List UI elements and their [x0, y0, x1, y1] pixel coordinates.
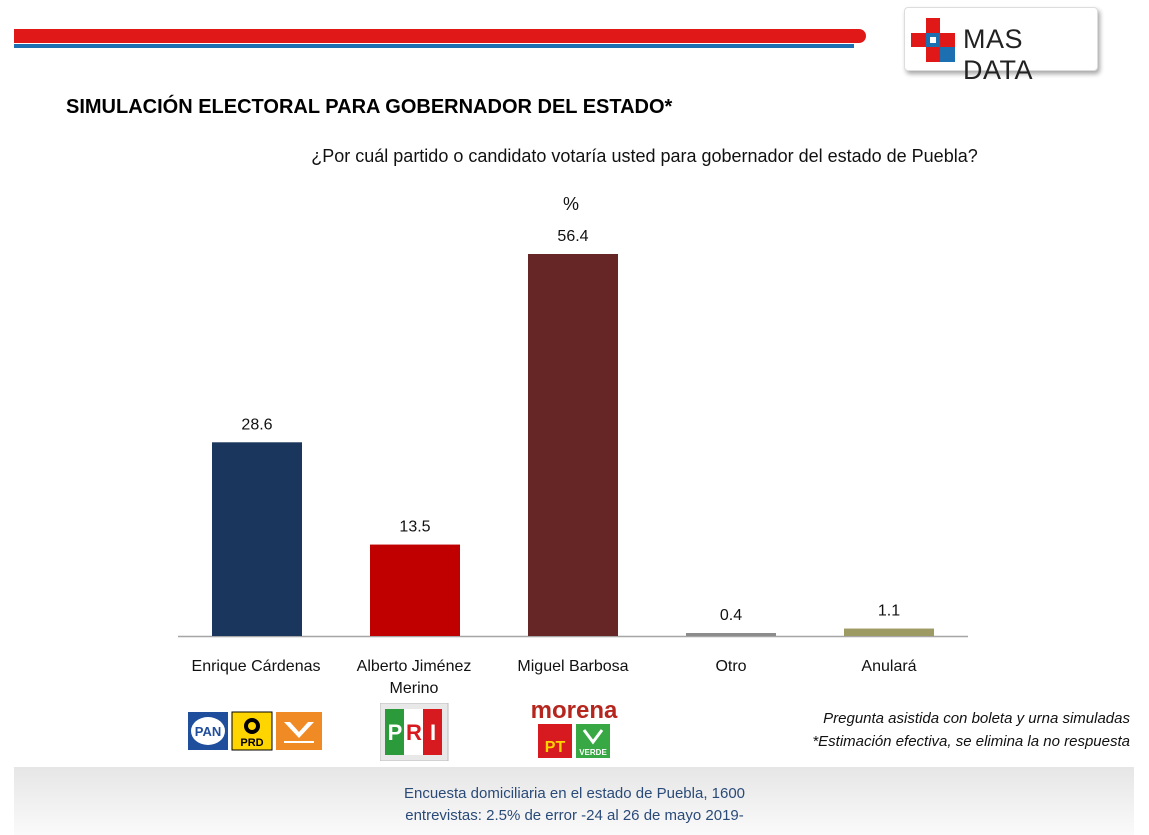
pan-prd-mc-logos: PAN PRD	[188, 711, 322, 751]
brand-name: MAS DATA	[963, 24, 1034, 85]
prd-logo: PRD	[231, 711, 273, 751]
pan-logo-text: PAN	[195, 724, 221, 739]
category-label-anulara: Anulará	[861, 658, 917, 675]
note-line-1: Pregunta asistida con boleta y urna simu…	[823, 710, 1130, 727]
pt-logo: PT	[538, 724, 572, 758]
bar-chart: 28.6 13.5 56.4 0.4 1.1	[178, 228, 968, 638]
pan-logo: PAN	[188, 712, 228, 750]
morena-logo: morena	[531, 697, 618, 724]
note-line-2: *Estimación efectiva, se elimina la no r…	[812, 733, 1130, 750]
category-label-jimenez-line2: Merino	[389, 680, 439, 697]
page-title: SIMULACIÓN ELECTORAL PARA GOBERNADOR DEL…	[66, 96, 673, 118]
pri-logo-letter-r: R	[406, 720, 422, 745]
category-label-barbosa: Miguel Barbosa	[517, 658, 629, 675]
pri-logo: P R I	[380, 703, 449, 761]
data-label-1: 13.5	[399, 519, 430, 536]
category-label-otro: Otro	[715, 658, 747, 675]
pri-logo-letter-p: P	[388, 720, 403, 745]
category-label-cardenas: Enrique Cárdenas	[191, 658, 321, 675]
footer-band	[14, 767, 1134, 835]
bar-0	[212, 442, 302, 636]
bar-1	[370, 544, 460, 636]
data-label-3: 0.4	[720, 607, 742, 624]
category-label-jimenez: Alberto Jiménez Merino	[344, 656, 484, 700]
header-red-stripe	[14, 29, 866, 43]
unit-label: %	[563, 194, 580, 214]
verde-logo-text: VERDE	[579, 748, 607, 757]
data-label-4: 1.1	[878, 603, 900, 620]
cross-icon	[911, 18, 955, 62]
bar-2	[528, 254, 618, 636]
movimiento-ciudadano-logo	[276, 712, 322, 750]
footer-line-2: entrevistas: 2.5% de error -24 al 26 de …	[405, 807, 744, 824]
category-label-jimenez-line1: Alberto Jiménez	[356, 658, 472, 675]
morena-pt-verde-logos: morena PT VERDE	[531, 697, 618, 758]
pri-logo-letter-i: I	[430, 720, 436, 745]
data-label-2: 56.4	[557, 228, 588, 245]
pt-logo-text: PT	[545, 739, 566, 756]
footer-line-1: Encuesta domiciliaria en el estado de Pu…	[403, 785, 746, 802]
data-label-0: 28.6	[241, 416, 272, 433]
prd-logo-text: PRD	[240, 737, 263, 749]
header-blue-stripe	[14, 44, 854, 48]
survey-question: ¿Por cuál partido o candidato votaría us…	[311, 146, 978, 166]
bar-4	[844, 628, 934, 636]
verde-logo: VERDE	[576, 724, 610, 758]
bar-3	[686, 633, 776, 636]
mas-data-logo: MAS DATA	[904, 7, 1098, 85]
